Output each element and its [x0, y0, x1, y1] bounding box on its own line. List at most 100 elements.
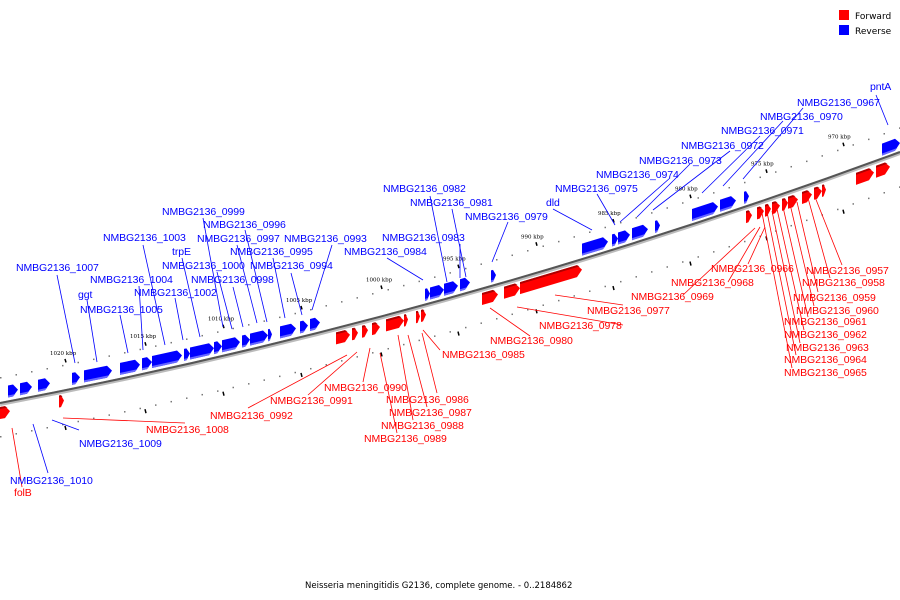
forward-gene-arrow[interactable]	[362, 325, 368, 338]
reverse-gene-arrow[interactable]	[310, 317, 320, 331]
gene-label[interactable]: NMBG2136_0988	[381, 420, 464, 432]
gene-label[interactable]: NMBG2136_0995	[230, 246, 313, 258]
gene-label[interactable]: NMBG2136_1004	[90, 274, 173, 286]
gene-label[interactable]: NMBG2136_0999	[162, 206, 245, 218]
gene-label[interactable]: NMBG2136_1009	[79, 438, 162, 450]
reverse-gene-arrow[interactable]	[882, 138, 900, 156]
gene-label[interactable]: NMBG2136_0990	[324, 382, 407, 394]
gene-label[interactable]: NMBG2136_0991	[270, 395, 353, 407]
reverse-gene-arrow[interactable]	[444, 281, 458, 296]
forward-gene-arrow[interactable]	[421, 309, 426, 322]
gene-label[interactable]: NMBG2136_0987	[389, 407, 472, 419]
gene-label[interactable]: NMBG2136_0994	[250, 260, 333, 272]
gene-label[interactable]: NMBG2136_0957	[806, 265, 889, 277]
gene-label[interactable]: trpE	[172, 246, 191, 258]
reverse-gene-arrow[interactable]	[280, 323, 296, 339]
gene-label[interactable]: pntA	[870, 81, 891, 93]
reverse-gene-arrow[interactable]	[425, 288, 430, 301]
reverse-gene-arrow[interactable]	[142, 357, 152, 371]
reverse-gene-arrow[interactable]	[744, 191, 749, 204]
gene-label[interactable]: NMBG2136_1005	[80, 304, 163, 316]
gene-label[interactable]: folB	[14, 487, 32, 499]
gene-label[interactable]: NMBG2136_0984	[344, 246, 427, 258]
gene-label[interactable]: NMBG2136_1000	[162, 260, 245, 272]
forward-gene-arrow[interactable]	[822, 184, 826, 197]
gene-label[interactable]: NMBG2136_0977	[587, 305, 670, 317]
gene-label[interactable]: NMBG2136_0959	[793, 292, 876, 304]
gene-label[interactable]: NMBG2136_0982	[383, 183, 466, 195]
gene-label[interactable]: NMBG2136_1003	[103, 232, 186, 244]
reverse-gene-arrow[interactable]	[655, 220, 660, 233]
reverse-gene-arrow[interactable]	[300, 320, 308, 334]
gene-label[interactable]: NMBG2136_0992	[210, 410, 293, 422]
reverse-gene-arrow[interactable]	[582, 237, 608, 256]
forward-gene-arrow[interactable]	[372, 322, 380, 336]
forward-gene-arrow[interactable]	[404, 314, 408, 327]
reverse-gene-arrow[interactable]	[152, 350, 182, 369]
reverse-gene-arrow[interactable]	[430, 285, 444, 300]
gene-label[interactable]: NMBG2136_1002	[134, 287, 217, 299]
forward-gene-arrow[interactable]	[520, 265, 582, 295]
reverse-gene-arrow[interactable]	[720, 196, 736, 212]
reverse-gene-arrow[interactable]	[491, 269, 496, 283]
gene-label[interactable]: NMBG2136_0983	[382, 232, 465, 244]
gene-label[interactable]: NMBG2136_1007	[16, 262, 99, 274]
reverse-gene-arrow[interactable]	[8, 384, 18, 398]
reverse-gene-arrow[interactable]	[268, 328, 272, 342]
gene-label[interactable]: NMBG2136_0997	[197, 233, 280, 245]
gene-label[interactable]: NMBG2136_0964	[784, 354, 867, 366]
forward-gene-arrow[interactable]	[0, 406, 10, 419]
gene-label[interactable]: NMBG2136_0968	[671, 277, 754, 289]
forward-gene-arrow[interactable]	[765, 203, 771, 217]
gene-label[interactable]: NMBG2136_0996	[203, 219, 286, 231]
forward-gene-arrow[interactable]	[352, 327, 358, 341]
gene-label[interactable]: NMBG2136_0985	[442, 349, 525, 361]
reverse-gene-arrow[interactable]	[72, 372, 80, 385]
forward-gene-arrow[interactable]	[336, 330, 350, 345]
gene-label[interactable]: NMBG2136_0970	[760, 111, 843, 123]
gene-label[interactable]: NMBG2136_1010	[10, 475, 93, 487]
gene-label[interactable]: NMBG2136_0963	[786, 342, 869, 354]
gene-label[interactable]: NMBG2136_0986	[386, 394, 469, 406]
gene-label[interactable]: NMBG2136_0962	[784, 329, 867, 341]
forward-gene-arrow[interactable]	[802, 190, 812, 204]
gene-label[interactable]: NMBG2136_0961	[784, 316, 867, 328]
reverse-gene-arrow[interactable]	[692, 202, 718, 221]
gene-label[interactable]: NMBG2136_0967	[797, 97, 880, 109]
gene-label[interactable]: NMBG2136_0989	[364, 433, 447, 445]
gene-label[interactable]: NMBG2136_0978	[539, 320, 622, 332]
reverse-gene-arrow[interactable]	[460, 277, 470, 292]
gene-label[interactable]: NMBG2136_0969	[631, 291, 714, 303]
gene-label[interactable]: NMBG2136_0966	[711, 263, 794, 275]
gene-label[interactable]: NMBG2136_1008	[146, 424, 229, 436]
reverse-gene-arrow[interactable]	[632, 224, 648, 241]
reverse-gene-arrow[interactable]	[618, 230, 630, 245]
forward-gene-arrow[interactable]	[416, 310, 420, 324]
reverse-gene-arrow[interactable]	[20, 381, 32, 396]
gene-label[interactable]: ggt	[78, 289, 93, 301]
gene-label[interactable]: NMBG2136_0979	[465, 211, 548, 223]
gene-label[interactable]: NMBG2136_0981	[410, 197, 493, 209]
gene-label[interactable]: NMBG2136_0973	[639, 155, 722, 167]
gene-label[interactable]: NMBG2136_0960	[796, 305, 879, 317]
forward-gene-arrow[interactable]	[814, 186, 822, 200]
forward-gene-arrow[interactable]	[757, 206, 764, 220]
reverse-gene-arrow[interactable]	[242, 334, 250, 348]
reverse-gene-arrow[interactable]	[184, 348, 190, 361]
reverse-gene-arrow[interactable]	[84, 365, 112, 383]
gene-label[interactable]: NMBG2136_0974	[596, 169, 679, 181]
gene-label[interactable]: NMBG2136_0975	[555, 183, 638, 195]
forward-gene-arrow[interactable]	[59, 395, 64, 408]
gene-label[interactable]: NMBG2136_0958	[802, 277, 885, 289]
gene-label[interactable]: dld	[546, 197, 560, 209]
gene-label[interactable]: NMBG2136_0965	[784, 367, 867, 379]
gene-label[interactable]: NMBG2136_0998	[191, 274, 274, 286]
reverse-gene-arrow[interactable]	[38, 378, 50, 392]
gene-label[interactable]: NMBG2136_0993	[284, 233, 367, 245]
reverse-gene-arrow[interactable]	[250, 330, 268, 346]
gene-label[interactable]: NMBG2136_0971	[721, 125, 804, 137]
gene-label[interactable]: NMBG2136_0972	[681, 140, 764, 152]
forward-gene-arrow[interactable]	[746, 210, 752, 224]
gene-label[interactable]: NMBG2136_0980	[490, 335, 573, 347]
forward-gene-arrow[interactable]	[772, 201, 780, 215]
